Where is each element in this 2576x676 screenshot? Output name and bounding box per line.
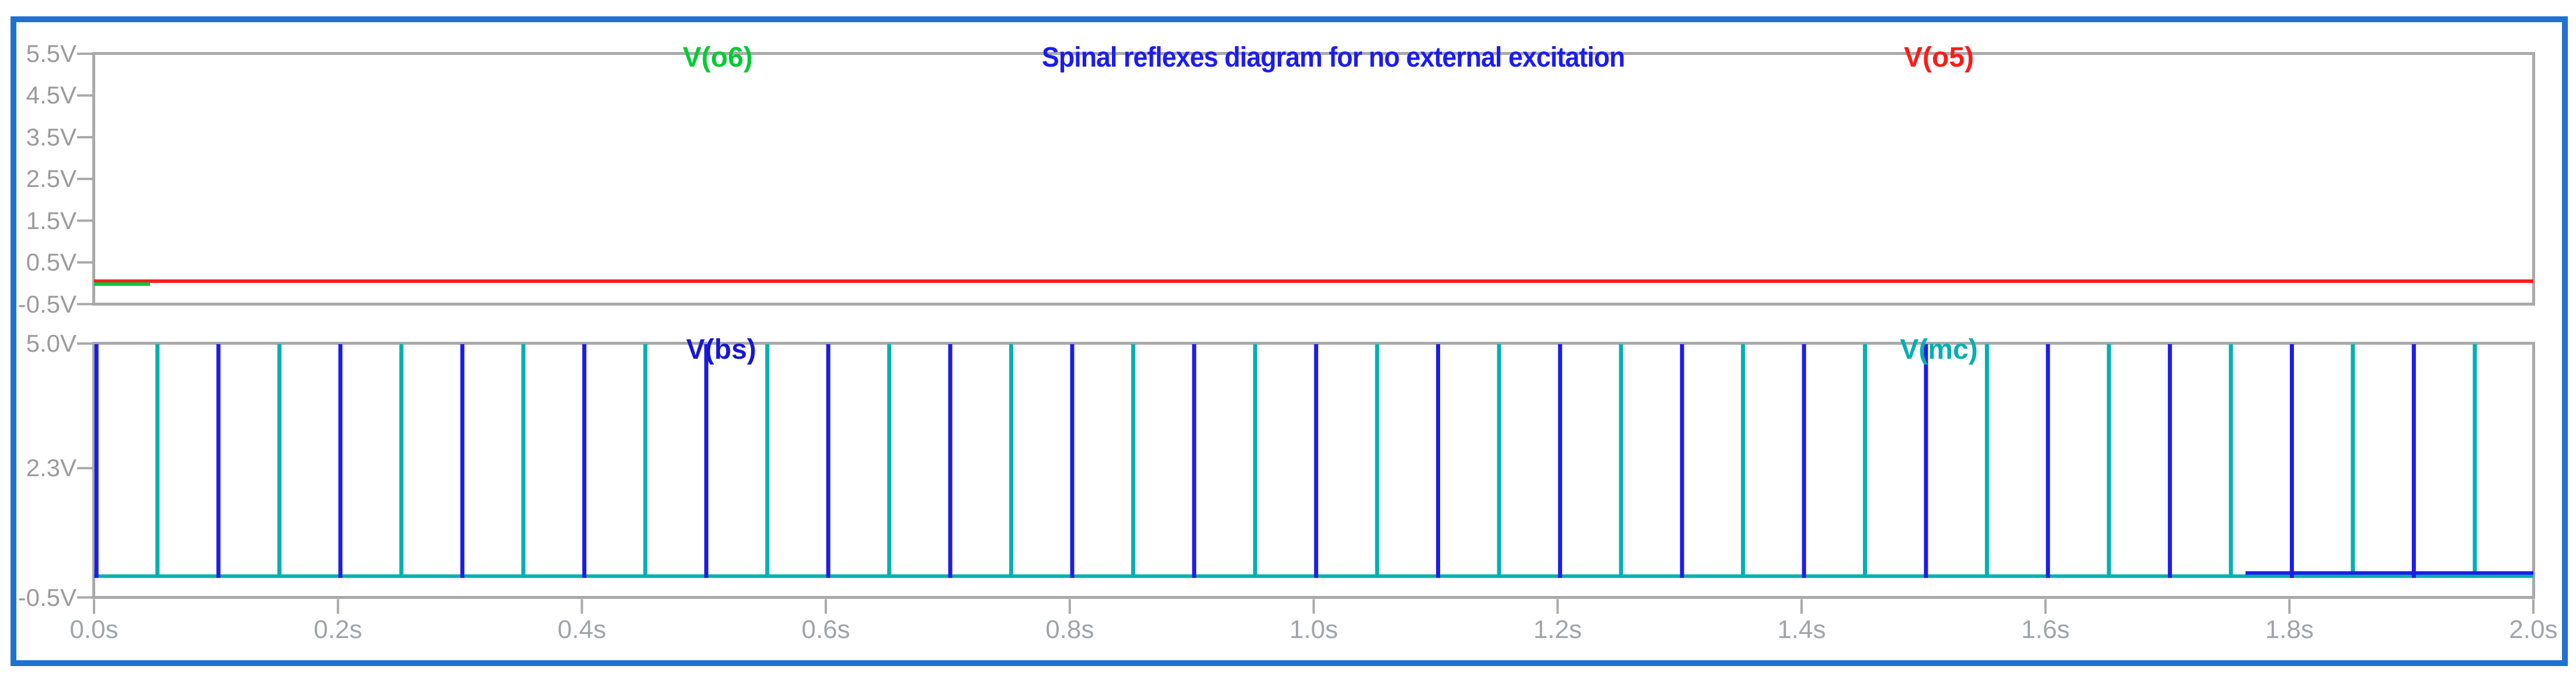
top-panel-plot-area — [92, 52, 2535, 306]
y-tick-label: -0.5V — [18, 583, 77, 611]
x-tick-label: 1.4s — [1777, 615, 1826, 644]
y-tick-label: 5.0V — [26, 330, 77, 357]
trace-label-vo5: V(o5) — [1904, 42, 1974, 73]
plot-title: Spinal reflexes diagram for no external … — [1042, 42, 1625, 73]
y-tick-label: 2.3V — [26, 454, 77, 482]
trace-label-vo6: V(o6) — [683, 42, 753, 73]
x-tick-label: 1.8s — [2265, 615, 2314, 644]
y-tick-label: -0.5V — [18, 290, 77, 318]
bottom-panel-plot-area — [92, 342, 2535, 599]
x-tick-label: 0.6s — [801, 615, 850, 644]
x-tick-label: 1.6s — [2021, 615, 2070, 644]
trace-label-vbs: V(bs) — [686, 334, 756, 365]
x-tick-label: 0.0s — [69, 615, 119, 644]
y-tick-label: 0.5V — [26, 248, 77, 276]
x-tick-label: 1.2s — [1533, 615, 1582, 644]
y-tick-label: 3.5V — [26, 123, 77, 151]
y-tick-label: 1.5V — [26, 206, 77, 234]
x-tick-label: 0.8s — [1045, 615, 1094, 644]
x-tick-label: 1.0s — [1289, 615, 1339, 644]
trace-label-vmc: V(mc) — [1900, 334, 1978, 365]
y-tick-label: 2.5V — [26, 165, 77, 193]
x-tick-label: 2.0s — [2509, 615, 2558, 644]
x-tick-label: 0.2s — [314, 615, 363, 644]
y-tick-label: 5.5V — [26, 40, 77, 67]
y-tick-label: 4.5V — [26, 81, 77, 109]
x-tick-label: 0.4s — [557, 615, 606, 644]
